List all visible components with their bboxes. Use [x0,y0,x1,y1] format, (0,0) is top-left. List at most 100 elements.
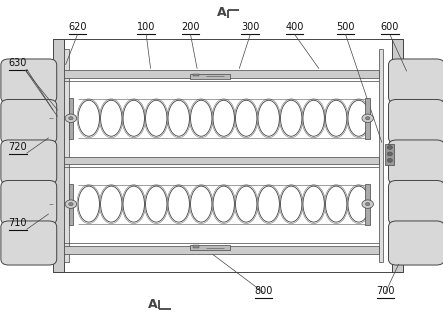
FancyBboxPatch shape [1,180,57,225]
Ellipse shape [101,186,122,222]
Bar [365,98,370,139]
Ellipse shape [347,185,370,224]
FancyBboxPatch shape [389,99,443,144]
Ellipse shape [101,100,122,136]
Ellipse shape [190,186,212,222]
Text: 600: 600 [381,22,399,32]
Ellipse shape [234,185,258,224]
Ellipse shape [77,99,101,138]
Ellipse shape [326,100,347,136]
Ellipse shape [326,186,347,222]
Ellipse shape [257,99,280,138]
Ellipse shape [324,99,348,138]
Ellipse shape [236,100,257,136]
Text: A: A [148,298,158,311]
Bar [64,70,379,78]
Bar [69,184,73,225]
Ellipse shape [303,100,324,136]
FancyBboxPatch shape [1,59,57,103]
Bar [365,184,370,225]
Ellipse shape [302,185,326,224]
Ellipse shape [258,186,280,222]
Ellipse shape [258,100,280,136]
Ellipse shape [122,99,146,138]
Ellipse shape [99,185,123,224]
Ellipse shape [236,186,257,222]
Ellipse shape [280,99,303,138]
Bar [64,246,379,254]
FancyBboxPatch shape [1,221,57,265]
Ellipse shape [122,185,146,224]
Ellipse shape [77,185,101,224]
Ellipse shape [348,100,369,136]
Bar [64,49,69,262]
Circle shape [387,152,392,156]
Ellipse shape [190,185,213,224]
FancyBboxPatch shape [389,140,443,184]
Ellipse shape [347,99,370,138]
Ellipse shape [302,99,326,138]
Ellipse shape [280,186,302,222]
Circle shape [69,202,73,206]
Bar [64,157,379,164]
Bar [190,245,230,250]
FancyBboxPatch shape [1,140,57,184]
FancyBboxPatch shape [1,99,57,144]
Ellipse shape [168,186,190,222]
Ellipse shape [167,99,190,138]
Text: 700: 700 [376,286,395,296]
FancyBboxPatch shape [389,180,443,225]
FancyBboxPatch shape [389,59,443,103]
Text: A: A [217,6,226,19]
Ellipse shape [123,186,144,222]
Ellipse shape [146,186,167,222]
Text: 720: 720 [8,142,27,152]
Ellipse shape [280,100,302,136]
Ellipse shape [99,99,123,138]
Circle shape [362,200,373,208]
Text: 200: 200 [181,22,200,32]
Circle shape [365,202,370,206]
Bar [193,245,199,248]
Ellipse shape [303,186,324,222]
Text: 800: 800 [254,286,273,296]
Ellipse shape [280,185,303,224]
Circle shape [365,117,370,120]
Circle shape [65,200,77,208]
Ellipse shape [123,100,144,136]
Ellipse shape [213,100,234,136]
Ellipse shape [212,99,236,138]
Ellipse shape [144,99,168,138]
Ellipse shape [257,185,280,224]
Ellipse shape [78,186,99,222]
Bar [392,39,403,272]
Bar [379,49,383,262]
Circle shape [387,158,392,162]
Text: 500: 500 [336,22,355,32]
Bar [69,98,73,139]
Ellipse shape [213,186,234,222]
Bar [53,39,64,272]
Circle shape [387,145,392,149]
FancyBboxPatch shape [389,221,443,265]
Bar [385,144,394,165]
Text: 300: 300 [241,22,260,32]
Ellipse shape [212,185,236,224]
Ellipse shape [168,100,190,136]
Ellipse shape [167,185,190,224]
Ellipse shape [190,100,212,136]
Ellipse shape [234,99,258,138]
Ellipse shape [144,185,168,224]
Text: 710: 710 [8,218,27,228]
Bar [193,74,199,76]
Ellipse shape [146,100,167,136]
Bar [190,74,230,79]
Circle shape [65,114,77,122]
Circle shape [362,114,373,122]
Text: 400: 400 [285,22,304,32]
Circle shape [69,117,73,120]
Ellipse shape [78,100,99,136]
Ellipse shape [190,99,213,138]
Text: 620: 620 [68,22,87,32]
Ellipse shape [324,185,348,224]
